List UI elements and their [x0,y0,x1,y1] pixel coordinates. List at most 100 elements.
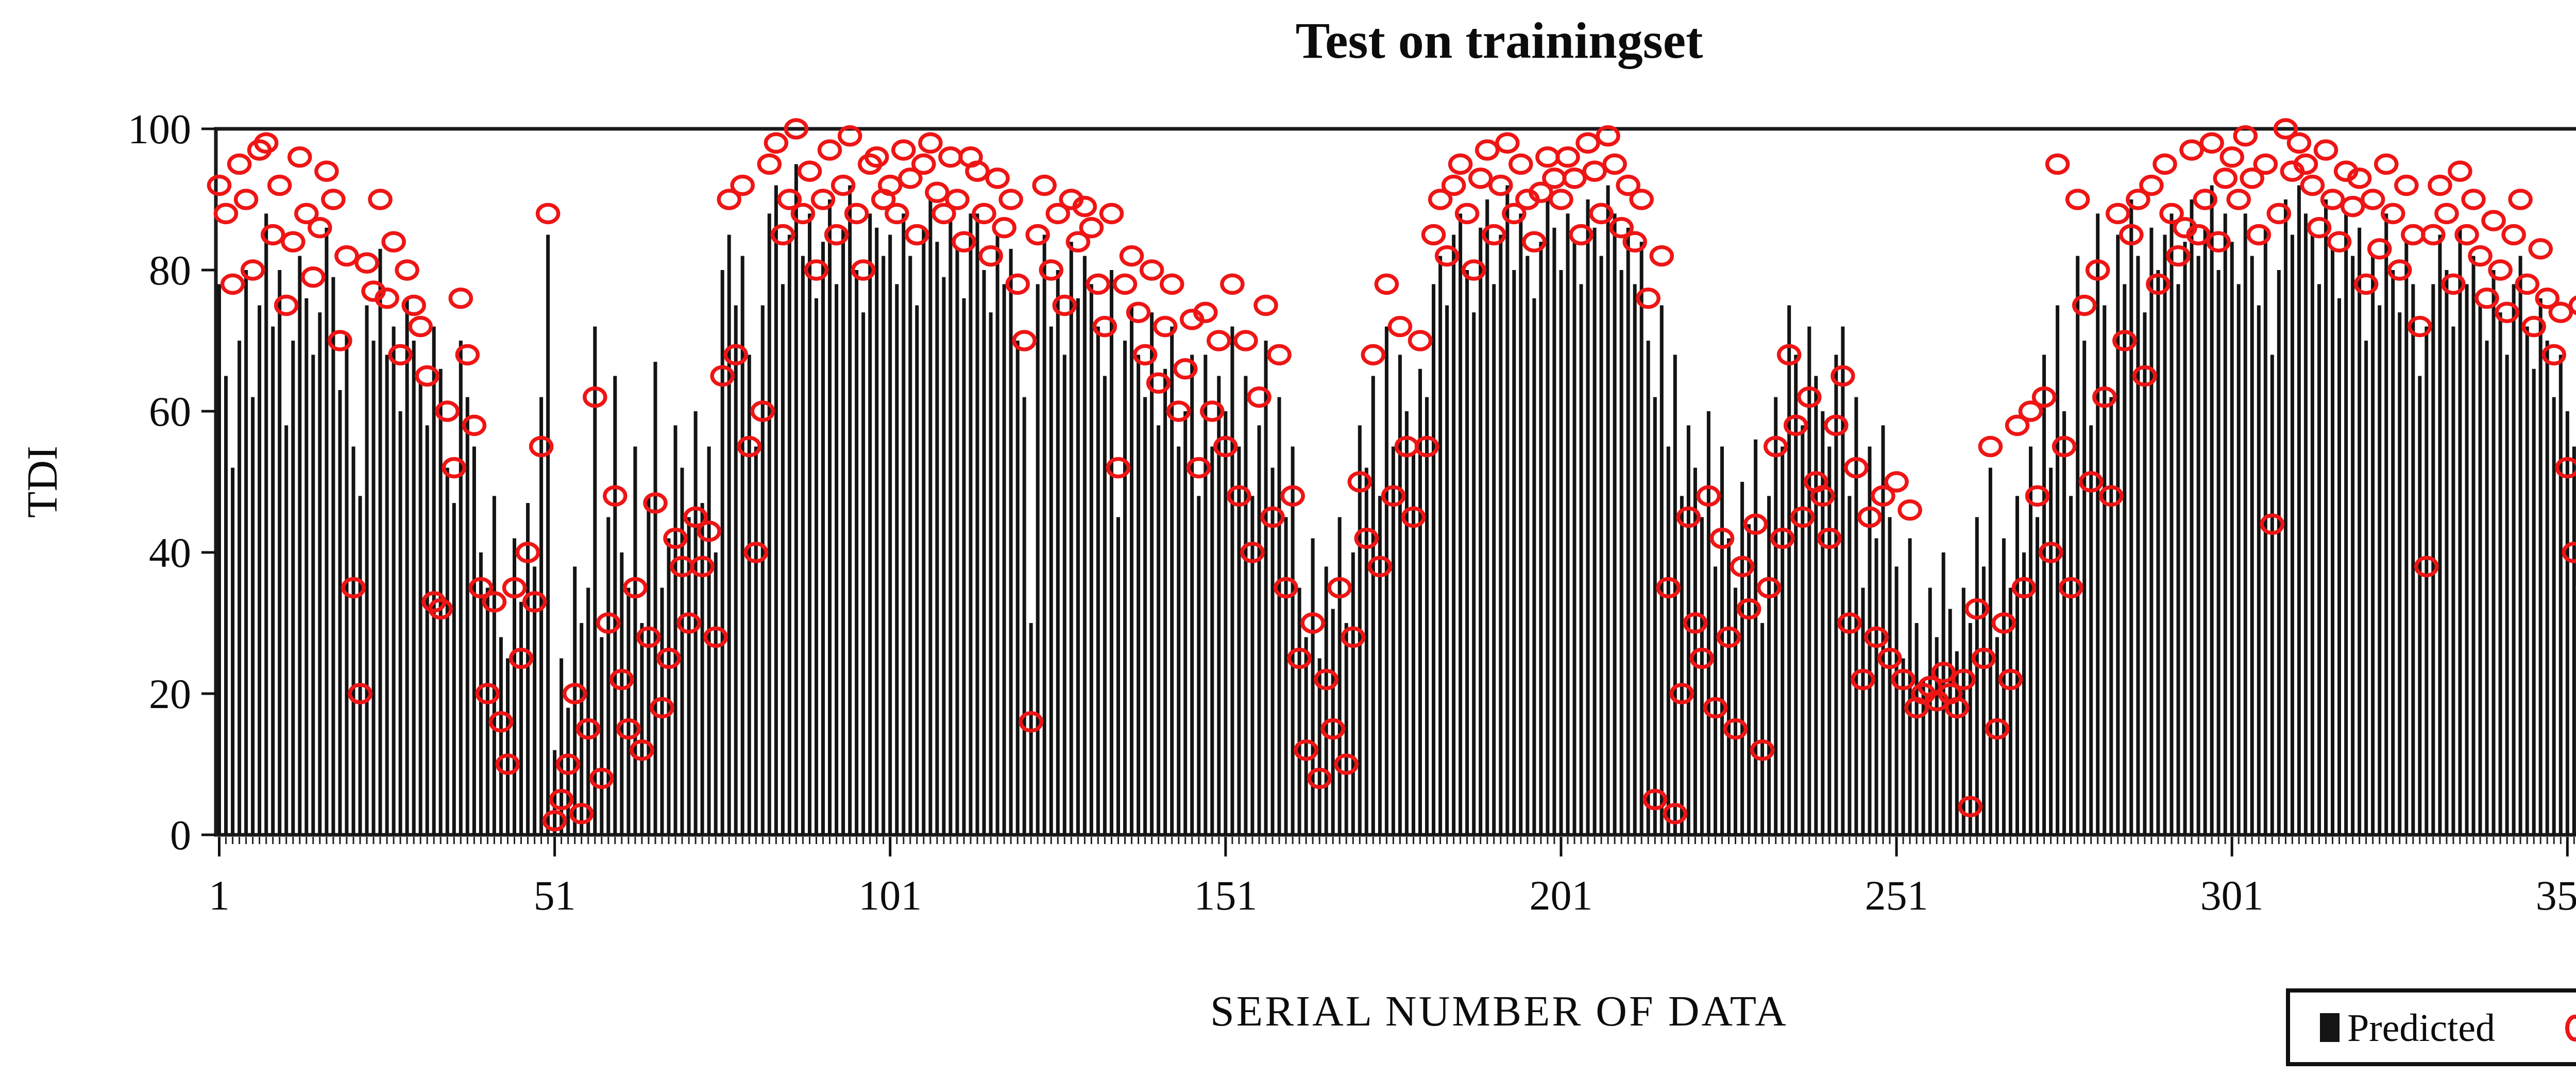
predicted-bar [486,588,489,835]
observed-point [1578,134,1598,152]
observed-point [940,148,961,166]
predicted-bar [888,235,892,835]
observed-point [2255,156,2276,173]
observed-point [2403,226,2424,244]
predicted-bar [1023,397,1026,835]
observed-point [1450,156,1471,173]
predicted-bar [2042,355,2046,835]
observed-point [1269,346,1290,363]
observed-point [2201,134,2222,152]
predicted-bar [808,213,811,835]
observed-point [893,141,914,159]
predicted-bar [2311,235,2314,835]
predicted-bar [1096,327,1100,835]
predicted-bar [1586,199,1590,835]
predicted-bar [821,242,825,835]
predicted-bar [298,256,301,835]
observed-point [2228,191,2249,208]
predicted-bar [1727,539,1731,835]
predicted-bar [1492,284,1496,835]
predicted-bar [848,186,852,835]
predicted-bar [533,566,536,835]
predicted-bar [1948,609,1952,835]
predicted-bar [1814,376,1818,835]
observed-point [766,134,786,152]
observed-point [1142,261,1162,279]
observed-point [947,191,968,208]
observed-point [913,156,934,173]
predicted-bar [1546,199,1549,835]
predicted-bar [217,284,221,835]
predicted-bar [2143,312,2146,835]
predicted-bar [2479,306,2482,835]
observed-point [223,275,243,293]
chart-title: Test on trainingset [1296,12,1703,69]
predicted-bar [1197,496,1200,835]
predicted-bar [2156,270,2160,835]
predicted-bar [1760,623,1764,835]
observed-point [1537,148,1558,166]
predicted-bar [2378,306,2381,835]
predicted-bar [982,270,986,835]
observed-point [2155,156,2175,173]
predicted-bar [1230,327,1234,835]
predicted-bar [1110,270,1113,835]
observed-point [1551,191,1571,208]
observed-point [2510,191,2531,208]
predicted-bar [1787,306,1791,835]
predicted-bar [526,503,530,835]
predicted-bar [660,588,664,835]
predicted-bar [2371,256,2375,835]
predicted-bar [1895,566,1899,835]
predicted-bar [996,235,999,835]
predicted-bar [2331,249,2334,835]
observed-point [2503,226,2524,244]
predicted-bar [1123,341,1127,835]
predicted-bar [2358,228,2361,835]
predicted-bar [1667,447,1670,835]
predicted-bar [432,327,436,835]
predicted-bar [2559,355,2563,835]
observed-point [538,205,558,222]
predicted-bar [1754,440,1757,835]
predicted-bar [734,306,738,835]
predicted-bar [902,213,905,835]
predicted-bar [2458,228,2462,835]
observed-point [2450,162,2470,180]
predicted-bar [701,503,704,835]
y-tick-label: 100 [128,106,191,153]
observed-point [323,191,344,208]
predicted-bar [922,228,925,835]
y-tick-label: 0 [170,812,191,859]
observed-point [1544,170,1565,187]
observed-point [1497,134,1518,152]
observed-point [290,148,310,166]
predicted-bar [1278,397,1281,835]
predicted-bar [1365,468,1368,835]
observed-point [2222,148,2242,166]
predicted-bar [446,468,449,835]
observed-point [383,233,404,250]
observed-point [209,177,230,194]
predicted-bar [1734,588,1737,835]
predicted-bar [426,425,429,835]
predicted-bar [2009,588,2012,835]
observed-point [1980,438,2001,456]
predicted-bar [412,341,416,835]
predicted-bar [2197,256,2200,835]
observed-point [2067,191,2088,208]
predicted-bar [506,659,510,835]
observed-point [1034,177,1055,194]
predicted-bar [1593,228,1597,835]
predicted-bar [1573,242,1577,835]
observed-point [1511,156,1531,173]
observed-point [1081,219,1101,237]
predicted-bar [654,362,657,835]
predicted-bar [815,298,818,835]
predicted-bar [1284,517,1288,835]
predicted-bar [2284,199,2287,835]
predicted-bar [2499,312,2502,835]
predicted-bar [2391,270,2395,835]
predicted-bar [258,306,261,835]
